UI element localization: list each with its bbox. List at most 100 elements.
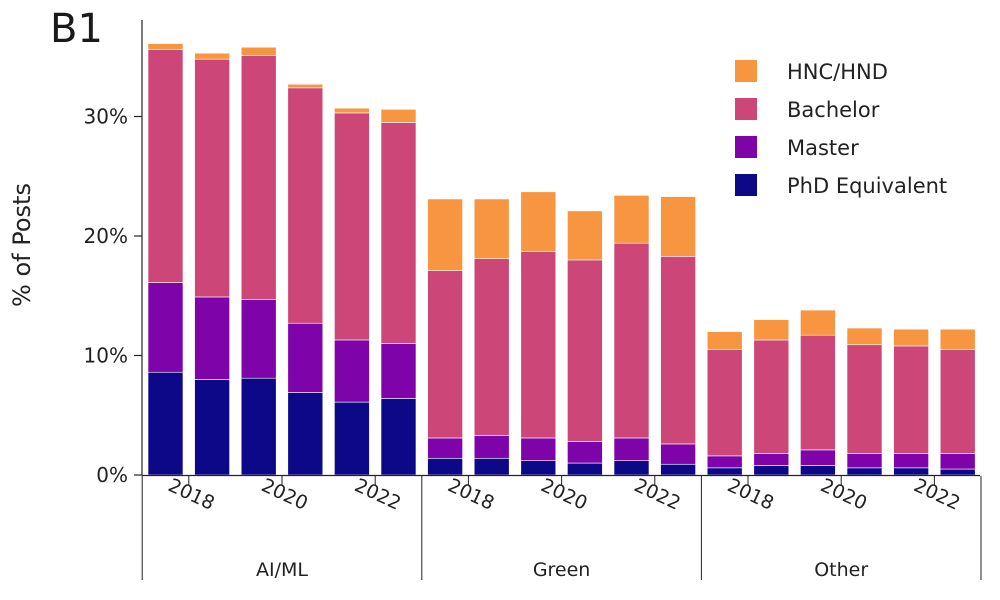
y-tick-label: 0% — [96, 463, 128, 487]
legend-label: PhD Equivalent — [787, 174, 947, 198]
group-label: Other — [814, 559, 868, 581]
y-axis-label: % of Posts — [8, 183, 36, 307]
legend: HNC/HND Bachelor Master PhD Equivalent — [735, 60, 947, 198]
y-tick-label: 10% — [84, 344, 128, 368]
bar-segment-bachelor — [240, 55, 277, 300]
bar-segment-hnc-hnd — [240, 46, 277, 56]
bar-segment-master — [520, 437, 557, 461]
bar-segment-phd-equivalent — [846, 467, 883, 476]
bar-segment-phd-equivalent — [893, 467, 929, 476]
bar-segment-hnc-hnd — [427, 198, 463, 271]
bar-segment-master — [800, 449, 836, 466]
x-tick-label: 2018 — [165, 474, 218, 514]
y-tick-label: 20% — [84, 224, 128, 248]
bar-segment-master — [473, 435, 510, 459]
bar-segment-master — [613, 437, 650, 461]
bar-segment-bachelor — [939, 349, 976, 454]
bar-segment-master — [939, 453, 976, 470]
bar-segment-bachelor — [520, 251, 557, 439]
legend-swatch — [735, 98, 757, 120]
x-tick-label: 2018 — [724, 474, 777, 514]
bar-segment-master — [660, 443, 696, 465]
x-tick-label: 2020 — [258, 474, 311, 514]
bar-segment-master — [846, 453, 883, 469]
y-tick-label: 30% — [84, 105, 128, 129]
bar-segment-phd-equivalent — [147, 371, 184, 476]
bar-segment-hnc-hnd — [380, 109, 417, 123]
bar-segment-bachelor — [846, 344, 883, 454]
group-label: Green — [533, 559, 591, 581]
bar-segment-hnc-hnd — [800, 309, 836, 336]
bar-segment-phd-equivalent — [706, 467, 743, 476]
x-tick-label: 2022 — [631, 474, 684, 514]
bar-segment-bachelor — [473, 258, 510, 436]
bar-segment-hnc-hnd — [846, 327, 883, 346]
bar-segment-phd-equivalent — [240, 377, 277, 476]
bar-segment-hnc-hnd — [939, 328, 976, 350]
bar-segment-phd-equivalent — [753, 465, 790, 476]
legend-swatch — [735, 174, 757, 196]
bar-segment-phd-equivalent — [334, 401, 370, 476]
bar-segment-bachelor — [660, 256, 696, 445]
bar-segment-phd-equivalent — [613, 460, 650, 476]
bar-segment-hnc-hnd — [147, 43, 184, 50]
bar-segment-bachelor — [194, 58, 230, 298]
bar-segment-hnc-hnd — [660, 196, 696, 257]
bar-segment-hnc-hnd — [613, 195, 650, 244]
bar-segment-phd-equivalent — [520, 460, 557, 476]
bar-segment-bachelor — [287, 87, 324, 324]
bar-segment-hnc-hnd — [706, 331, 743, 350]
bar-segment-master — [380, 343, 417, 399]
bar-segment-hnc-hnd — [520, 191, 557, 252]
bar-segment-phd-equivalent — [380, 398, 417, 476]
bar-segment-phd-equivalent — [660, 463, 696, 476]
bar-segment-phd-equivalent — [800, 465, 836, 476]
bar-segment-phd-equivalent — [287, 392, 324, 476]
bar-segment-phd-equivalent — [427, 457, 463, 476]
x-tick-label: 2020 — [817, 474, 870, 514]
legend-swatch — [735, 60, 757, 82]
bar-segment-master — [893, 453, 929, 469]
legend-label: HNC/HND — [787, 60, 888, 84]
x-tick-label: 2022 — [351, 474, 404, 514]
x-tick-label: 2022 — [910, 474, 963, 514]
bar-segment-bachelor — [753, 339, 790, 454]
bar-segment-hnc-hnd — [753, 319, 790, 341]
legend-label: Master — [787, 136, 859, 160]
bars — [147, 43, 976, 476]
bar-segment-bachelor — [613, 242, 650, 439]
bar-segment-hnc-hnd — [334, 107, 370, 114]
bar-segment-master — [567, 441, 603, 464]
bar-segment-phd-equivalent — [939, 468, 976, 476]
bar-segment-hnc-hnd — [567, 210, 603, 261]
bar-segment-bachelor — [800, 334, 836, 451]
bar-segment-master — [427, 437, 463, 459]
bar-segment-hnc-hnd — [287, 83, 324, 89]
bar-segment-bachelor — [380, 122, 417, 344]
x-tick-label: 2018 — [444, 474, 497, 514]
bar-segment-bachelor — [893, 345, 929, 454]
bar-segment-bachelor — [427, 270, 463, 439]
axes — [134, 20, 982, 580]
bar-segment-phd-equivalent — [567, 462, 603, 476]
x-tick-label: 2020 — [538, 474, 591, 514]
bar-segment-hnc-hnd — [893, 328, 929, 347]
bar-segment-phd-equivalent — [473, 457, 510, 476]
legend-label: Bachelor — [787, 98, 880, 122]
bar-segment-hnc-hnd — [194, 52, 230, 60]
bar-segment-master — [147, 282, 184, 373]
bar-segment-master — [287, 322, 324, 393]
bar-segment-bachelor — [147, 49, 184, 283]
group-label: AI/ML — [256, 559, 308, 581]
bar-segment-phd-equivalent — [194, 379, 230, 476]
bar-segment-bachelor — [706, 349, 743, 457]
bar-segment-bachelor — [334, 112, 370, 341]
bar-segment-hnc-hnd — [473, 198, 510, 260]
bar-segment-bachelor — [567, 259, 603, 442]
bar-segment-master — [194, 296, 230, 380]
legend-swatch — [735, 136, 757, 158]
panel-label: B1 — [50, 6, 103, 52]
bar-segment-master — [753, 453, 790, 466]
bar-segment-master — [706, 455, 743, 469]
